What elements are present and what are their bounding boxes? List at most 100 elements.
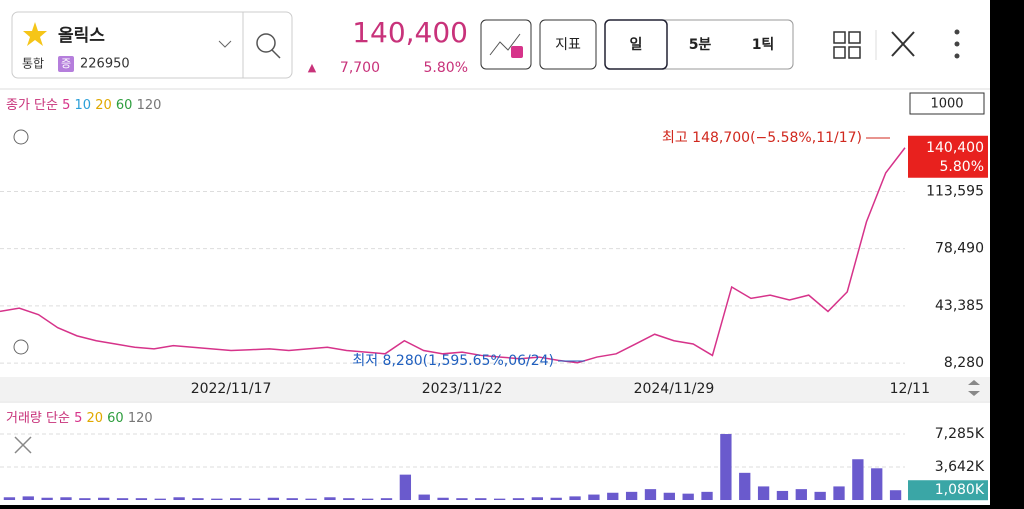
market-label: 통합 — [22, 57, 44, 71]
volume-bar — [493, 498, 506, 500]
volume-bar — [644, 489, 657, 500]
volume-bar — [173, 497, 185, 500]
volume-bar — [98, 497, 110, 500]
volume-bar — [211, 498, 223, 500]
favorite-star[interactable] — [23, 22, 47, 46]
volume-bar — [512, 498, 525, 500]
y-tick-label: 113,595 — [926, 183, 984, 199]
layout-icon[interactable] — [833, 31, 861, 59]
change-sign: ▲ — [308, 61, 317, 74]
current-volume-box — [908, 480, 988, 501]
volume-bar — [682, 493, 694, 500]
volume-bar — [60, 497, 72, 500]
volume-bar — [852, 459, 864, 500]
count-box[interactable] — [909, 92, 985, 115]
x-tick-label: 12/11 — [890, 381, 930, 397]
zoom-out[interactable] — [13, 339, 29, 355]
close-volume[interactable] — [14, 436, 32, 454]
volume-bar — [569, 496, 581, 500]
search-icon — [271, 49, 281, 59]
volume-bar — [871, 468, 883, 500]
volume-bar — [192, 498, 204, 500]
indicator-button[interactable] — [539, 19, 597, 70]
scroll-up[interactable] — [968, 380, 980, 385]
volume-bar — [475, 498, 487, 500]
chart-icon — [489, 33, 521, 56]
volume-bar — [230, 498, 242, 500]
volume-bar — [701, 491, 713, 500]
dropdown-arrow[interactable] — [218, 40, 232, 48]
y-tick-label: 7,285K — [935, 426, 985, 442]
period-selected — [604, 19, 668, 70]
legend: 종가 단순 5 10 20 60 120 — [6, 98, 161, 113]
last-price: 140,400 — [926, 140, 984, 156]
period-button[interactable]: 5분 — [689, 37, 712, 53]
legend-item: 120 — [132, 98, 161, 113]
volume-bar — [116, 498, 129, 500]
y-tick-label: 78,490 — [935, 241, 984, 257]
volume-bar — [3, 497, 16, 500]
change-rate: 5.80% — [424, 60, 468, 76]
volume-bar — [248, 498, 261, 500]
volume-bar — [757, 486, 770, 500]
legend-item: 60 — [103, 411, 124, 426]
current-volume: 1,080K — [935, 482, 985, 498]
search-icon[interactable] — [256, 33, 276, 53]
current-price: 140,400 — [352, 16, 468, 49]
legend-prefix: 거래량 단순 — [6, 411, 70, 426]
settings-icon[interactable] — [891, 31, 915, 57]
date-axis-bar — [0, 377, 990, 401]
volume-bar — [380, 498, 393, 500]
volume-bar — [833, 486, 845, 500]
volume-bar — [625, 491, 638, 500]
volume-bar — [79, 498, 91, 500]
volume-bar — [663, 492, 675, 500]
period-button[interactable]: 1틱 — [752, 36, 775, 53]
last-rate: 5.80% — [940, 159, 984, 175]
y-tick-label: 3,642K — [935, 459, 985, 475]
play-icon — [511, 46, 523, 58]
volume-bar — [607, 492, 619, 500]
legend-item: 20 — [91, 98, 112, 113]
indicator-label: 지표 — [555, 37, 581, 53]
volume-bar — [437, 497, 449, 500]
stock-name: 올릭스 — [58, 26, 105, 46]
price-line — [0, 147, 906, 364]
volume-bar — [154, 498, 166, 500]
legend-item: 120 — [124, 411, 153, 426]
y-tick-label: 8,280 — [944, 355, 984, 371]
x-tick-label: 2024/11/29 — [634, 381, 715, 397]
volume-bar — [550, 497, 562, 500]
change: 7,700 — [340, 60, 380, 76]
volume-bar — [362, 498, 374, 500]
legend-item: 60 — [112, 98, 133, 113]
scroll-down[interactable] — [968, 391, 980, 396]
badge-text: 증 — [61, 57, 71, 70]
zoom-in[interactable] — [13, 129, 29, 145]
legend-item: 20 — [82, 411, 103, 426]
x-tick-label: 2023/11/22 — [422, 381, 503, 397]
volume-bar — [399, 474, 412, 500]
volume-bar — [135, 498, 148, 500]
stock-selector[interactable] — [11, 11, 293, 79]
volume-bar — [795, 489, 807, 500]
volume-bar — [305, 498, 317, 500]
count-text: 1000 — [930, 97, 963, 112]
volume-bar — [720, 434, 732, 500]
period-button[interactable]: 일 — [630, 37, 643, 53]
last-price-box — [908, 135, 988, 178]
legend-item: 5 — [70, 411, 82, 426]
badge — [58, 56, 74, 72]
x-tick-label: 2022/11/17 — [191, 381, 272, 397]
volume-bar — [343, 498, 355, 500]
more-icon[interactable] — [954, 29, 960, 59]
legend-item: 5 — [58, 98, 70, 113]
volume-bar — [22, 496, 34, 500]
volume-bar — [531, 497, 543, 500]
volume-bar — [588, 494, 600, 500]
volume-bar — [267, 497, 280, 500]
chart-type-button[interactable] — [480, 19, 532, 70]
y-tick-label: 43,385 — [935, 298, 984, 314]
